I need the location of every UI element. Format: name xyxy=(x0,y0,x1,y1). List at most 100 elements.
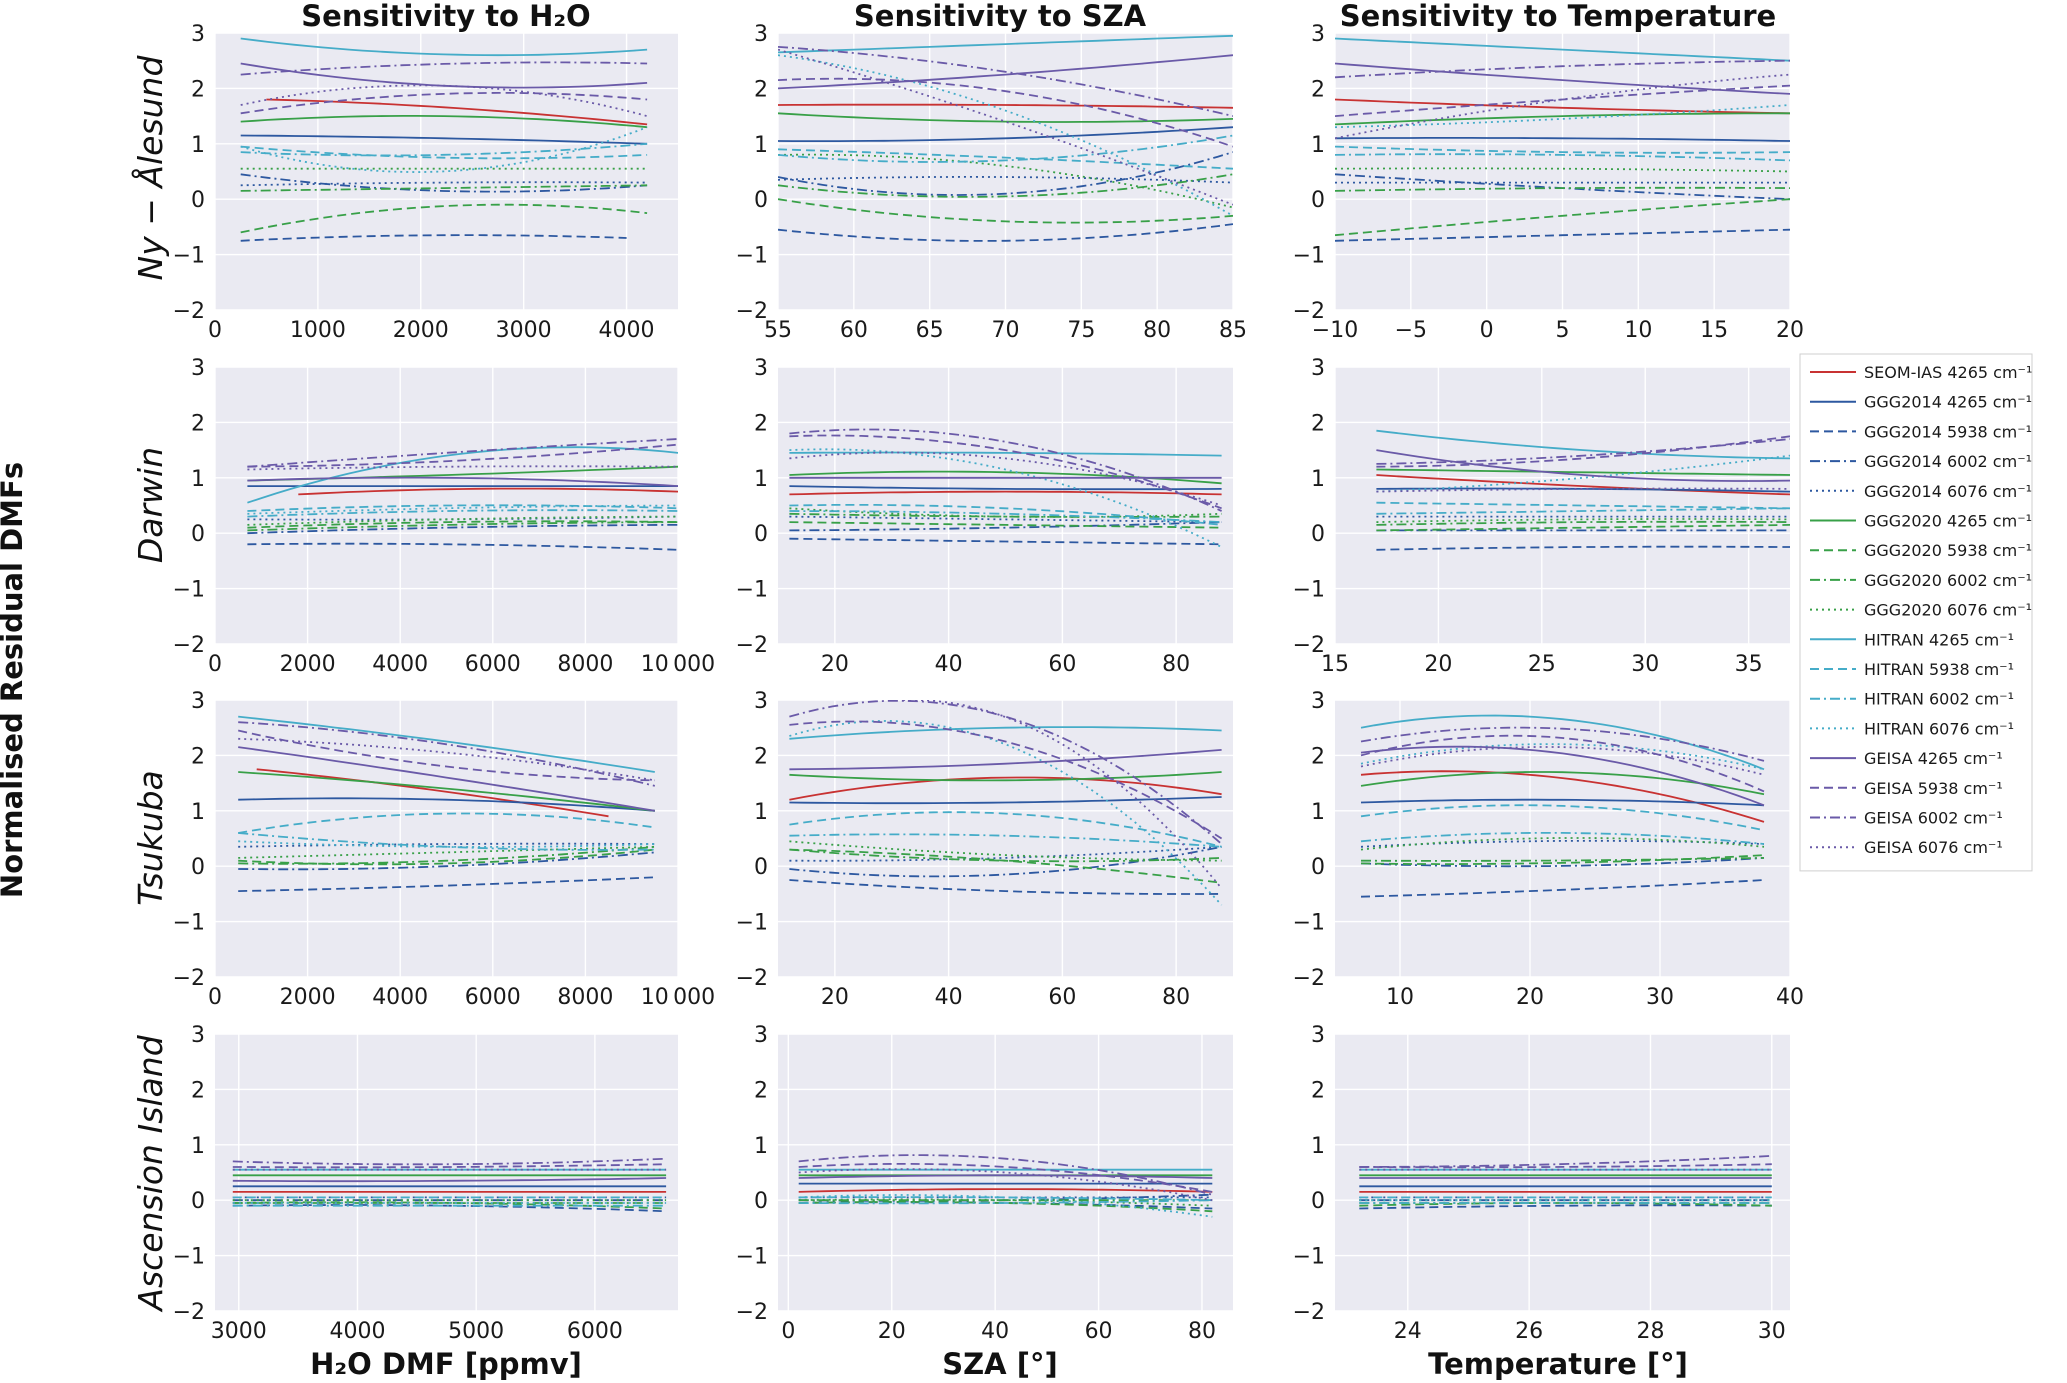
plot-background xyxy=(778,700,1233,977)
x-tick-label: 0 xyxy=(208,318,222,343)
y-tick-label: −1 xyxy=(736,578,768,603)
legend-label: GGG2020 6076 cm⁻¹ xyxy=(1864,601,2032,620)
x-tick-label: 3000 xyxy=(211,1319,267,1344)
y-tick-label: 1 xyxy=(1311,800,1325,825)
y-tick-label: 3 xyxy=(754,22,768,47)
series-line xyxy=(798,1199,1213,1205)
row-label-ny-alesund: Ny − Ålesund xyxy=(130,55,170,281)
series-line xyxy=(778,151,1233,196)
series-line xyxy=(247,443,678,468)
x-tick-label: 70 xyxy=(992,318,1020,343)
series-line xyxy=(1359,1155,1772,1168)
series-line xyxy=(1360,726,1765,762)
y-tick-label: 1 xyxy=(754,133,768,158)
x-tick-label: 75 xyxy=(1067,318,1095,343)
x-tick-label: 40 xyxy=(935,985,963,1010)
series-line xyxy=(789,515,1222,523)
panel-r0-c1: 3 2 1 0 −1 −255 60 65 70 75 80 85 xyxy=(736,22,1247,343)
x-tick-label: 10 000 xyxy=(641,985,715,1010)
panel-r1-c2: 3 2 1 0 −1 −215 20 25 30 35 xyxy=(1293,356,1790,677)
series-line xyxy=(238,771,655,812)
y-tick-label: −2 xyxy=(173,966,205,991)
series-line xyxy=(1335,153,1790,162)
series-line xyxy=(778,34,1233,54)
y-tick-label: 0 xyxy=(1311,855,1325,880)
y-tick-label: 0 xyxy=(191,855,205,880)
series-line xyxy=(1360,734,1765,793)
y-tick-label: 3 xyxy=(191,22,205,47)
series-line xyxy=(240,37,648,57)
series-line xyxy=(798,1201,1213,1213)
legend-item: GGG2020 4265 cm⁻¹ xyxy=(1810,512,2032,531)
series-line xyxy=(1360,743,1765,771)
series-line xyxy=(1376,474,1790,496)
legend-item: GEISA 6076 cm⁻¹ xyxy=(1810,838,2003,857)
legend-item: HITRAN 6002 cm⁻¹ xyxy=(1810,690,2014,709)
x-tick-label: 3000 xyxy=(496,318,552,343)
series-line xyxy=(1335,167,1790,173)
x-tick-label: 1000 xyxy=(290,318,346,343)
series-line xyxy=(238,845,655,865)
y-tick-label: 2 xyxy=(191,1078,205,1103)
legend-item: GGG2014 6002 cm⁻¹ xyxy=(1810,452,2032,471)
curves xyxy=(1335,37,1790,242)
series-line xyxy=(1360,798,1765,807)
x-tick-label: 80 xyxy=(1143,318,1171,343)
series-line xyxy=(1360,837,1765,851)
curves xyxy=(789,700,1223,906)
x-tick-label: 15 xyxy=(1321,652,1349,677)
x-tick-label: 60 xyxy=(840,318,868,343)
legend-label: HITRAN 6002 cm⁻¹ xyxy=(1864,690,2014,709)
series-line xyxy=(238,832,655,851)
y-tick-label: −2 xyxy=(736,299,768,324)
y-tick-label: 0 xyxy=(1311,1189,1325,1214)
series-line xyxy=(1376,507,1790,515)
y-tick-label: 2 xyxy=(191,744,205,769)
series-line xyxy=(1360,857,1765,868)
y-tick-label: 1 xyxy=(191,1134,205,1159)
x-tick-label: 30 xyxy=(1646,985,1674,1010)
row-label-ascension-island: Ascension Island xyxy=(131,1034,170,1312)
series-line xyxy=(238,715,655,773)
legend-item: GGG2014 6076 cm⁻¹ xyxy=(1810,482,2032,501)
x-tick-label: 2000 xyxy=(280,652,336,677)
x-tick-label: 85 xyxy=(1219,318,1247,343)
y-tick-label: −2 xyxy=(736,1300,768,1325)
y-tick-label: −2 xyxy=(1293,633,1325,658)
legend-item: GGG2020 6002 cm⁻¹ xyxy=(1810,571,2032,590)
x-tick-label: 4000 xyxy=(329,1319,385,1344)
y-tick-label: 2 xyxy=(191,411,205,436)
series-line xyxy=(778,77,1233,148)
series-line xyxy=(789,451,1222,507)
series-line xyxy=(1335,186,1790,192)
series-line xyxy=(789,485,1222,491)
y-tick-label: 0 xyxy=(754,188,768,213)
y-axis-label: Normalised Residual DMFs xyxy=(0,462,29,898)
y-tick-label: −2 xyxy=(736,966,768,991)
y-tick-label: 1 xyxy=(191,467,205,492)
y-tick-label: 0 xyxy=(191,1189,205,1214)
x-tick-label: 5 xyxy=(1556,318,1570,343)
series-line xyxy=(240,173,648,193)
x-tick-label: −10 xyxy=(1312,318,1358,343)
series-line xyxy=(789,428,1222,512)
series-line xyxy=(1335,98,1790,115)
x-tick-label: 15 xyxy=(1700,318,1728,343)
y-tick-label: −2 xyxy=(736,633,768,658)
series-line xyxy=(240,181,648,187)
series-line xyxy=(238,737,655,782)
x-tick-label: 10 xyxy=(1624,318,1652,343)
series-line xyxy=(1376,545,1790,551)
series-line xyxy=(1335,145,1790,154)
x-tick-label: 4000 xyxy=(372,652,428,677)
legend-item: GGG2014 4265 cm⁻¹ xyxy=(1810,393,2032,412)
row-label-darwin: Darwin xyxy=(131,447,170,563)
series-line xyxy=(778,126,1233,142)
series-line xyxy=(298,487,678,496)
legend-label: GGG2014 6076 cm⁻¹ xyxy=(1864,482,2032,501)
x-tick-label: 20 xyxy=(821,985,849,1010)
